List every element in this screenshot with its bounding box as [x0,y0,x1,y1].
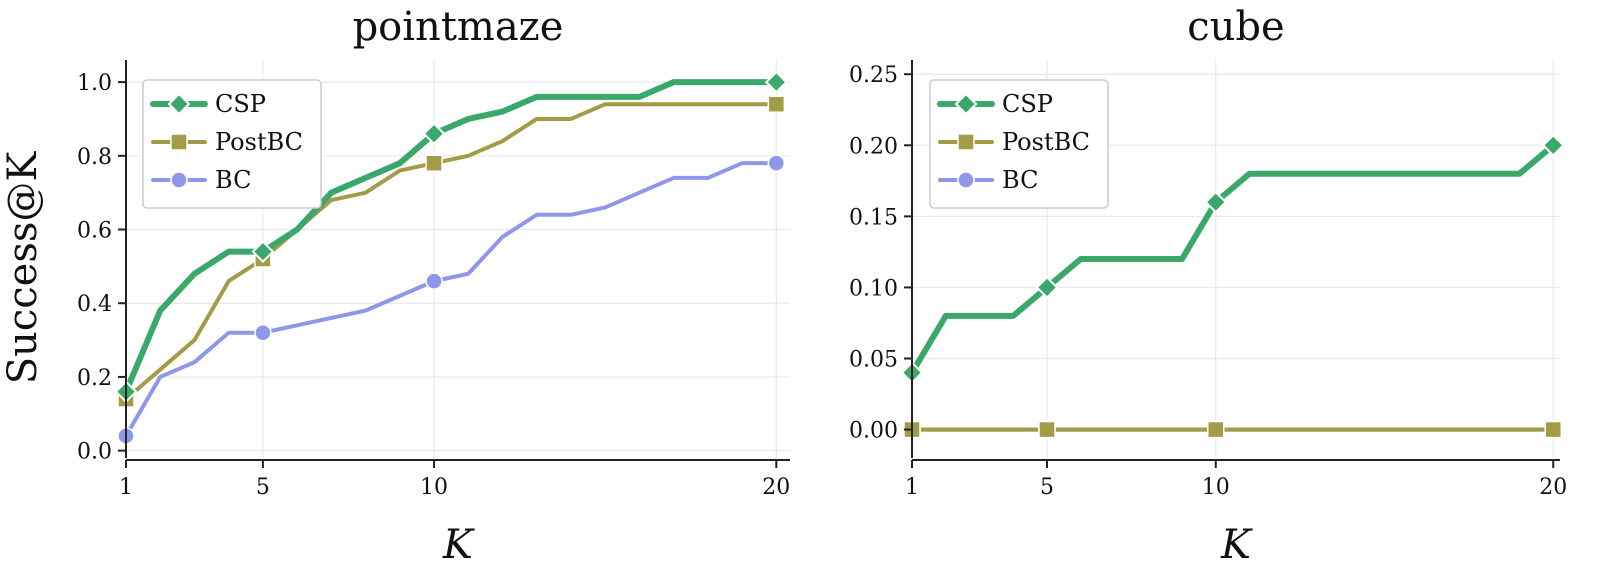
x-tick-label: 1 [905,475,919,500]
x-tick-label: 10 [1202,475,1230,500]
panel-title: cube [1187,4,1284,50]
panel-title: pointmaze [353,4,564,50]
x-tick-label: 1 [119,475,133,500]
legend-marker-csp [954,92,978,116]
data-point-csp [422,122,446,146]
series-line-postbc [124,102,779,402]
x-tick-label: 5 [1040,475,1054,500]
y-tick-label: 0.8 [77,145,112,170]
data-point-bc [767,154,786,172]
data-point-csp [764,70,788,94]
x-tick-label: 5 [256,475,270,500]
y-tick-label: 0.25 [849,63,898,88]
data-point-postbc [767,95,786,113]
legend-marker-postbc [170,133,188,151]
data-point-postbc [1038,420,1056,439]
data-point-csp [251,240,275,264]
y-tick-label: 0.10 [849,276,898,301]
data-point-csp [1035,276,1059,299]
legend: CSP PostBC BC [929,79,1109,209]
data-point-postbc [425,154,443,172]
legend-label: PostBC [215,128,303,156]
panel-cube: cube 0.00 0.05 0.10 0.15 0.20 0.25 1 5 10 20 K CSP Po… [849,4,1567,568]
y-tick-label: 0.0 [77,440,112,465]
legend-box [142,79,322,209]
legend-label: PostBC [1002,128,1090,156]
data-point-postbc [1207,420,1225,439]
y-axis-title: Success@K [0,151,46,385]
data-point-bc [425,272,443,290]
panel-pointmaze: pointmaze 0.0 0.2 0.4 0.6 0.8 1.0 1 5 10 20 K CSP Pos… [77,4,790,568]
data-point-csp [1541,133,1565,157]
series-line-csp [909,142,1557,376]
data-point-bc [254,323,272,342]
legend-marker-bc [170,171,188,189]
y-tick-label: 0.20 [849,134,898,159]
x-axis-title: K [442,522,475,568]
legend: CSP PostBC BC [142,79,322,209]
legend-label: BC [215,166,251,194]
legend-label: CSP [1002,90,1053,118]
data-point-csp [1204,190,1228,214]
x-tick-label: 20 [1539,475,1567,500]
y-tick-label: 0.2 [77,366,112,391]
x-axis-title: K [1220,522,1253,568]
y-tick-label: 0.05 [849,348,898,373]
x-tick-label: 20 [762,475,790,500]
y-tick-label: 1.0 [77,71,112,96]
legend-marker-csp [167,92,191,116]
y-tick-label: 0.15 [849,205,898,230]
y-tick-label: 0.4 [77,292,112,317]
legend-label: BC [1002,166,1038,194]
legend-box [929,79,1109,209]
series-line-csp [123,79,780,395]
data-point-postbc [1544,420,1562,439]
y-tick-label: 0.6 [77,219,112,244]
legend-label: CSP [215,90,266,118]
legend-marker-bc [957,171,975,189]
series-line-bc [124,161,779,438]
x-tick-label: 10 [420,475,448,500]
legend-marker-postbc [957,133,975,151]
y-tick-label: 0.00 [849,419,898,444]
